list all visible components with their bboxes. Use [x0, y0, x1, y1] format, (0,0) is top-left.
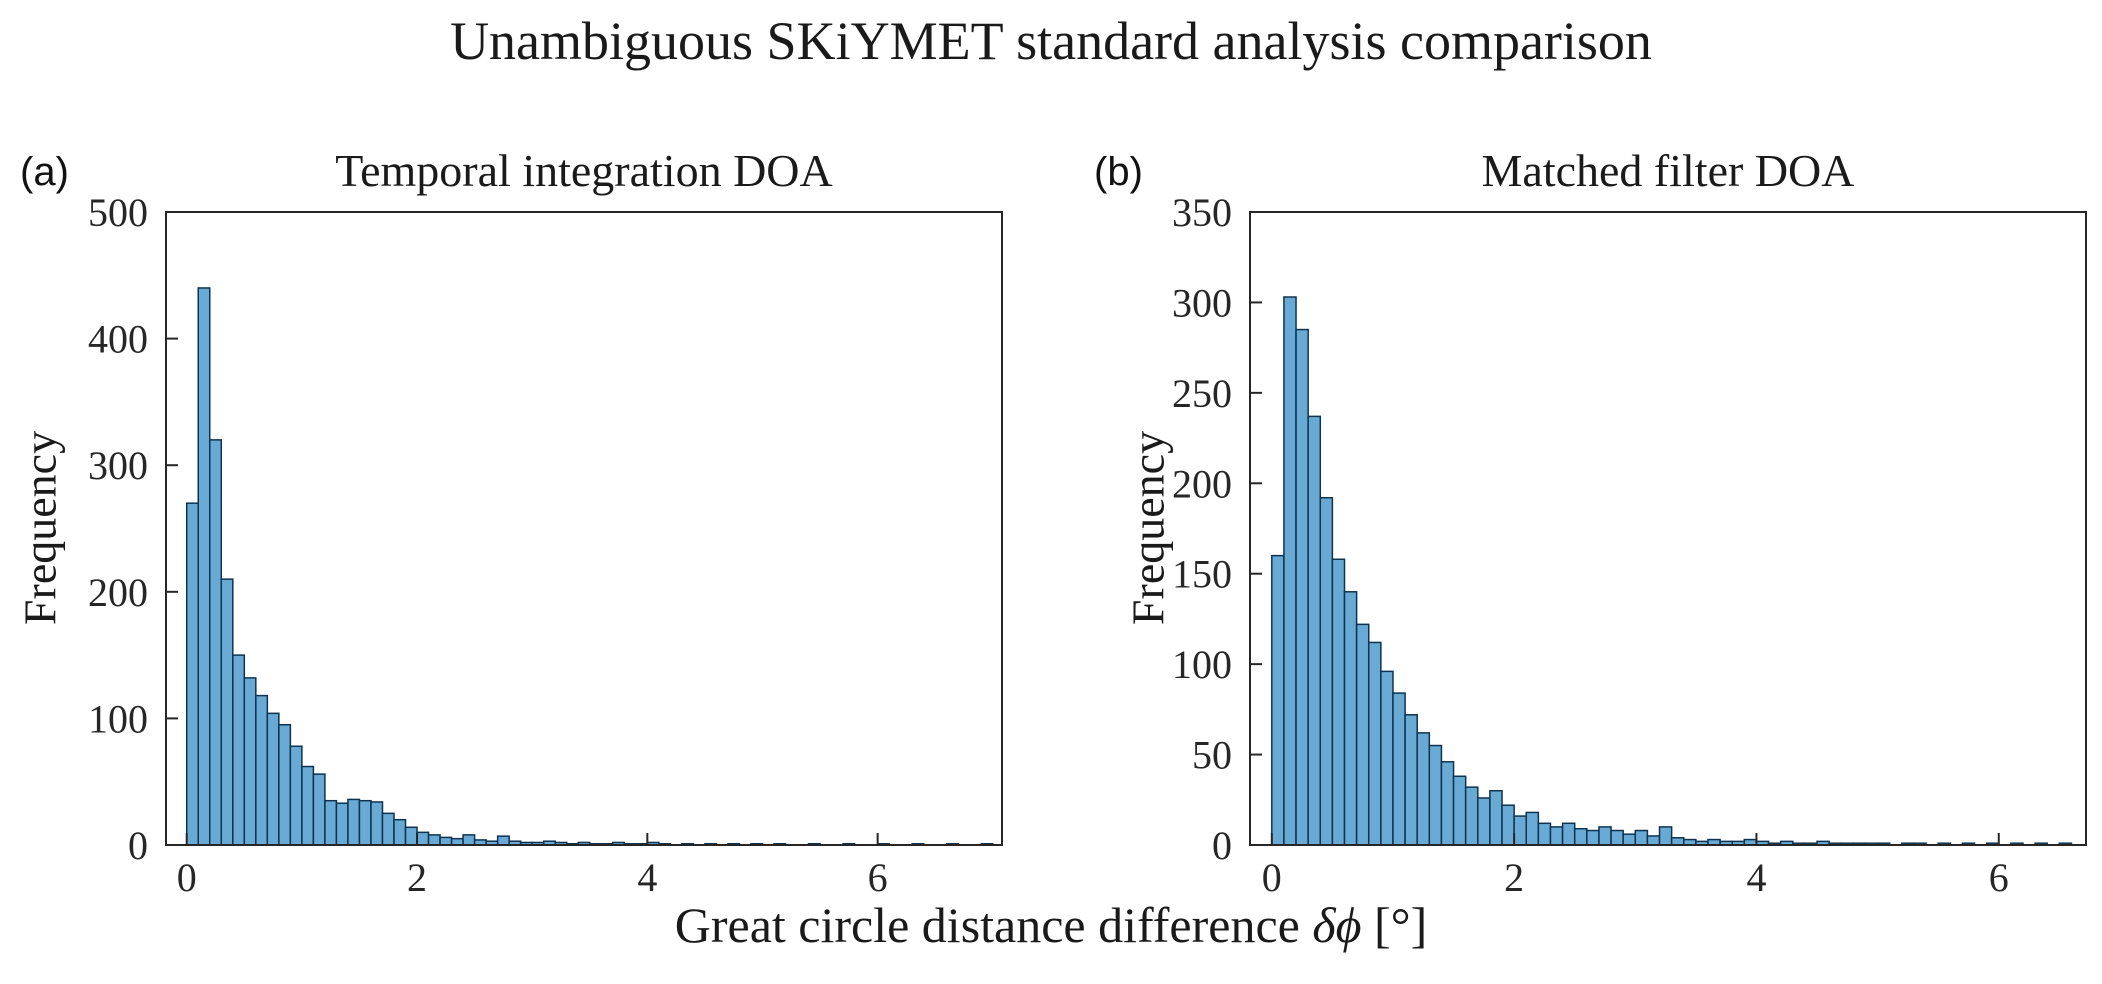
figure-title: Unambiguous SKiYMET standard analysis co…	[450, 11, 1652, 71]
y-tick-label: 50	[1192, 733, 1232, 778]
panel-a-ylabel: Frequency	[14, 430, 66, 626]
histogram-bar	[324, 799, 338, 846]
histogram-bar	[427, 834, 441, 846]
histogram-bar	[496, 835, 510, 846]
x-axis-label-units: [°]	[1361, 897, 1428, 953]
histogram-bar	[1343, 591, 1358, 846]
histogram-bar	[220, 578, 234, 846]
y-tick-label: 300	[1172, 280, 1232, 325]
axes-box	[1249, 211, 2087, 846]
x-tick-label: 4	[637, 855, 657, 900]
histogram-bar	[439, 836, 453, 846]
panel-a-histogram: 0 2 4 6 0 100 200 300 400 500	[88, 190, 1003, 900]
histogram-bar	[393, 818, 407, 846]
histogram-bar	[301, 765, 315, 846]
histogram-bar	[347, 798, 361, 846]
histogram-bar	[358, 799, 372, 846]
histogram-bar	[1549, 826, 1564, 846]
histogram-bar	[1380, 670, 1394, 846]
panel-b-ylabel: Frequency	[1122, 430, 1174, 626]
histogram-bar	[1307, 415, 1322, 846]
histogram-bar	[289, 745, 303, 846]
panel-b-title: Matched filter DOA	[1481, 145, 1855, 196]
panel-a-letter: (a)	[20, 150, 69, 194]
histogram-bar	[462, 834, 476, 846]
y-tick-label: 200	[1172, 461, 1232, 506]
y-tick-label: 250	[1172, 371, 1232, 416]
x-tick-label: 2	[407, 855, 427, 900]
y-tick-label: 300	[88, 443, 148, 488]
histogram-bar	[1634, 829, 1649, 846]
histogram-bar	[266, 712, 280, 846]
histogram-bar	[1610, 829, 1624, 846]
axes-box	[165, 211, 1003, 846]
x-tick-label: 0	[177, 855, 197, 900]
histogram-bar	[278, 723, 292, 846]
y-tick-label: 350	[1172, 190, 1232, 235]
histogram-bar	[232, 654, 246, 846]
histogram-bar	[1670, 837, 1685, 846]
y-tick-label: 100	[88, 696, 148, 741]
histogram-bar	[255, 694, 269, 846]
y-tick-label: 400	[88, 317, 148, 362]
y-tick-label: 0	[1212, 823, 1232, 868]
histogram-bar	[1573, 827, 1588, 846]
histogram-bar	[1271, 554, 1285, 846]
histogram-bar	[1525, 811, 1540, 846]
y-tick-label: 500	[88, 190, 148, 235]
y-tick-label: 0	[128, 823, 148, 868]
histogram-bar	[1416, 732, 1431, 846]
histogram-bar	[1537, 822, 1552, 846]
histogram-bar	[404, 826, 418, 846]
x-axis-label: Great circle distance difference δϕ [°]	[0, 896, 2102, 954]
histogram-bar	[312, 773, 326, 846]
histogram-bar	[1598, 826, 1612, 846]
histogram-bar	[1331, 558, 1346, 846]
histogram-bar	[416, 831, 430, 846]
panel-a-title: Temporal integration DOA	[335, 145, 833, 196]
histogram-bar	[1392, 692, 1406, 846]
y-tick-label: 150	[1172, 552, 1232, 597]
histogram-bar	[1452, 775, 1467, 846]
histogram-bar	[1586, 829, 1600, 846]
x-tick-label: 4	[1746, 855, 1766, 900]
histogram-bar	[185, 502, 199, 846]
histogram-bar	[1283, 296, 1297, 846]
histogram-bar	[1513, 815, 1528, 846]
histogram-bar	[1355, 623, 1370, 846]
y-tick-label: 100	[1172, 642, 1232, 687]
histogram-bar	[335, 802, 349, 846]
histogram-bar	[1319, 497, 1334, 846]
histogram-bar	[1622, 833, 1637, 846]
x-tick-label: 6	[868, 855, 888, 900]
x-axis-label-text: Great circle distance difference	[674, 897, 1313, 953]
histogram-bar	[1440, 761, 1455, 846]
histogram-bar	[1404, 714, 1418, 846]
x-tick-label: 6	[1989, 855, 2009, 900]
histogram-bar	[1658, 826, 1673, 846]
x-tick-label: 2	[1504, 855, 1524, 900]
histogram-bar	[1646, 835, 1661, 846]
histogram-bar	[209, 439, 223, 846]
histogram-bar	[1367, 641, 1382, 846]
histogram-bar	[1561, 822, 1576, 846]
histogram-bar	[1428, 744, 1443, 846]
histogram-bar	[1489, 789, 1503, 846]
histogram-bar	[243, 677, 257, 846]
histogram-bar	[370, 801, 384, 846]
panel-b-letter: (b)	[1094, 150, 1143, 194]
y-tick-label: 200	[88, 570, 148, 615]
panel-b-histogram: 0 2 4 6 0 50 100 150 200 250 300 350	[1172, 190, 2087, 900]
histogram-bar	[1464, 786, 1479, 846]
histogram-bar	[1501, 804, 1515, 846]
x-tick-label: 0	[1262, 855, 1282, 900]
histogram-bar	[197, 287, 211, 846]
histogram-bar	[1295, 328, 1309, 846]
histogram-bar	[381, 812, 395, 846]
x-axis-label-math-symbol: δϕ	[1312, 897, 1362, 953]
histogram-bar	[1477, 797, 1491, 846]
